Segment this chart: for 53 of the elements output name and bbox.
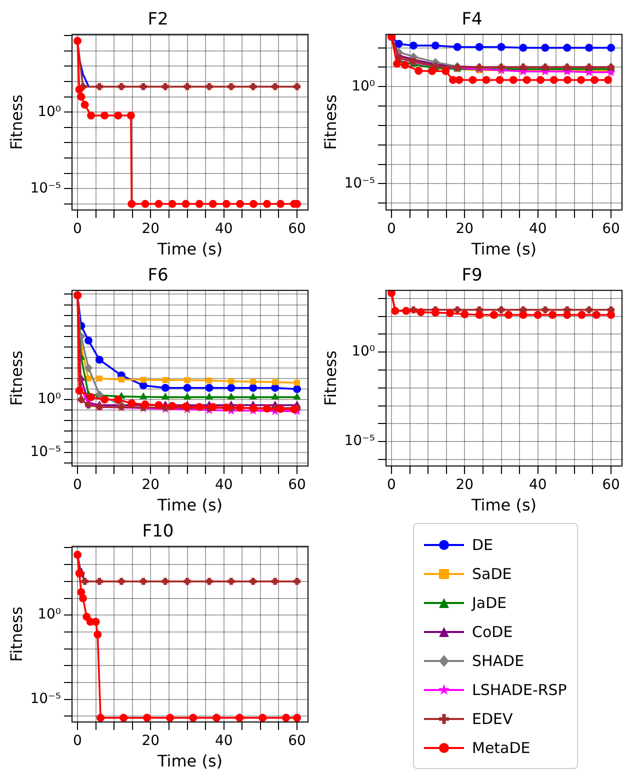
chart-title: F6 [148, 266, 168, 286]
y-tick-label: 10⁻⁵ [30, 690, 62, 707]
y-tick-label: 10⁻⁵ [30, 180, 62, 196]
y-axis-title: Fitness [320, 350, 340, 406]
y-tick-label: 10⁰ [352, 78, 376, 94]
x-tick-label: 20 [142, 221, 160, 238]
x-axis-title: Time (s) [156, 240, 223, 259]
x-tick-label: 0 [73, 733, 82, 750]
x-tick-label: 20 [142, 733, 160, 750]
x-tick-label: 0 [73, 477, 82, 494]
x-tick-label: 60 [288, 221, 306, 238]
y-axis-title: Fitness [6, 606, 26, 662]
y-tick-label: 10⁰ [38, 391, 62, 408]
x-tick-label: 40 [528, 221, 547, 238]
legend-label: LSHADE-RSP [472, 680, 567, 698]
x-tick-label: 20 [456, 221, 474, 238]
y-tick-label: 10⁰ [38, 104, 62, 120]
x-tick-label: 40 [214, 477, 233, 494]
x-axis-title: Time (s) [156, 752, 223, 771]
x-tick-label: 60 [602, 221, 620, 238]
legend-label: SHADE [472, 652, 524, 670]
y-tick-label: 10⁻⁵ [344, 175, 376, 192]
legend-label: EDEV [472, 710, 513, 728]
x-tick-label: 60 [288, 477, 306, 494]
y-axis-title: Fitness [6, 94, 26, 150]
x-tick-label: 20 [142, 477, 160, 494]
x-tick-label: 0 [387, 477, 396, 494]
chart-title: F10 [142, 522, 174, 542]
legend-label: MetaDE [472, 738, 530, 756]
legend-label: SaDE [472, 564, 512, 582]
y-tick-label: 10⁰ [38, 606, 62, 623]
x-tick-label: 60 [602, 477, 620, 494]
legend-label: DE [472, 536, 494, 554]
legend-label: JaDE [472, 594, 507, 612]
legend-label: CoDE [472, 622, 513, 640]
x-tick-label: 0 [73, 221, 82, 238]
x-axis-title: Time (s) [470, 496, 537, 515]
chart-title: F4 [462, 10, 482, 30]
x-axis-title: Time (s) [470, 240, 537, 259]
x-axis-title: Time (s) [156, 496, 223, 515]
y-tick-label: 10⁻⁵ [30, 444, 62, 460]
x-tick-label: 40 [214, 221, 233, 238]
x-tick-label: 60 [288, 733, 306, 750]
y-axis-title: Fitness [320, 94, 340, 150]
x-tick-label: 0 [387, 221, 396, 238]
x-tick-label: 40 [214, 733, 233, 750]
x-tick-label: 40 [528, 477, 547, 494]
y-axis-title: Fitness [6, 350, 26, 406]
y-tick-label: 10⁻⁵ [344, 433, 376, 450]
chart-title: F2 [148, 10, 168, 30]
chart-title: F9 [462, 266, 482, 286]
x-tick-label: 20 [456, 477, 474, 494]
y-tick-label: 10⁰ [352, 344, 376, 360]
